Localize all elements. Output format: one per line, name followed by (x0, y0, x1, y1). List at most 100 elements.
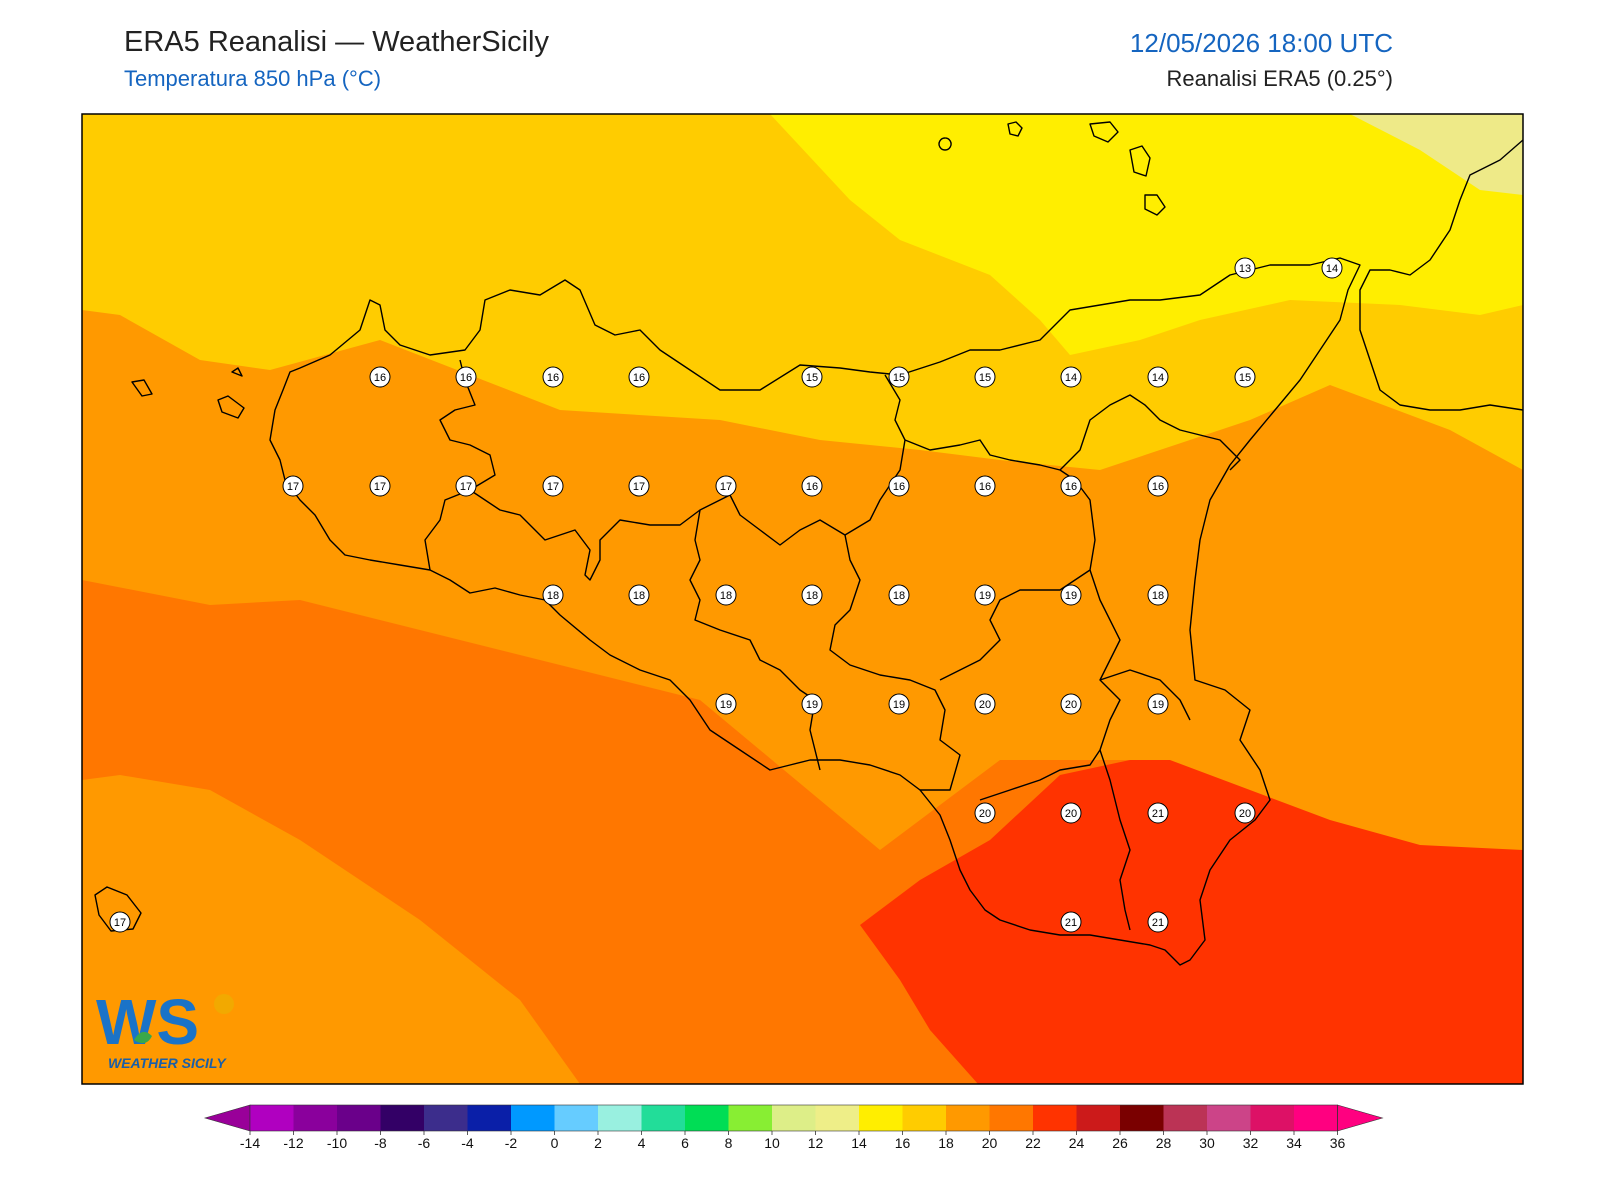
station-marker: 13 (1234, 257, 1256, 279)
station-circle (1147, 584, 1169, 606)
colorbar-segment (293, 1105, 338, 1131)
station-marker: 18 (715, 584, 737, 606)
station-marker: 18 (542, 584, 564, 606)
station-circle (282, 475, 304, 497)
province-border-trapani (424, 359, 496, 571)
station-marker: 21 (1147, 911, 1169, 933)
colorbar-segment (1033, 1105, 1077, 1131)
station-value: 18 (1152, 590, 1164, 602)
station-value: 20 (1239, 808, 1251, 820)
colorbar-segment (641, 1105, 686, 1131)
colorbar-tick-label: 12 (808, 1135, 824, 1151)
colorbar-tick-label: 0 (551, 1135, 559, 1151)
colorbar-tick-label: 36 (1330, 1135, 1346, 1151)
colorbar-tick-label: 34 (1286, 1135, 1302, 1151)
station-value: 19 (720, 699, 732, 711)
station-marker: 19 (888, 693, 910, 715)
station-value: 17 (114, 917, 126, 929)
station-value: 16 (633, 372, 645, 384)
station-value: 16 (806, 481, 818, 493)
station-marker: 14 (1321, 257, 1343, 279)
chart-title: ERA5 Reanalisi — WeatherSicily (124, 26, 549, 58)
station-circle (1060, 911, 1082, 933)
leaf-icon (134, 1031, 152, 1044)
colorbar-tick-label: 10 (764, 1135, 780, 1151)
province-border-caltanissetta (829, 534, 961, 791)
station-value: 16 (893, 481, 905, 493)
colorbar-segment (989, 1105, 1034, 1131)
station-marker: 16 (1060, 475, 1082, 497)
station-marker: 16 (801, 475, 823, 497)
station-value: 17 (547, 481, 559, 493)
station-marker: 19 (1147, 693, 1169, 715)
colorbar-tick-label: 30 (1199, 1135, 1215, 1151)
colorbar-over-arrow (1337, 1104, 1384, 1132)
station-marker: 20 (974, 802, 996, 824)
colorbar-segment (902, 1105, 947, 1131)
station-marker: 17 (628, 475, 650, 497)
colorbar-tick-label: -14 (240, 1135, 260, 1151)
colorbar-segment (424, 1105, 468, 1131)
station-value: 16 (374, 372, 386, 384)
station-circle (888, 584, 910, 606)
station-marker: 15 (801, 366, 823, 388)
colorbar-segment (1207, 1105, 1251, 1131)
station-value: 19 (1065, 590, 1077, 602)
station-value: 19 (1152, 699, 1164, 711)
colorbar-segment (815, 1105, 860, 1131)
calabria-coast (1359, 139, 1523, 411)
colorbar-tick-label: 20 (982, 1135, 998, 1151)
station-circle (974, 693, 996, 715)
chart-subtitle: Temperatura 850 hPa (°C) (124, 66, 382, 91)
colorbar-tick-label: -4 (461, 1135, 474, 1151)
station-circle (715, 693, 737, 715)
station-value: 15 (806, 372, 818, 384)
station-marker: 15 (974, 366, 996, 388)
station-marker: 16 (1147, 475, 1169, 497)
colorbar-tick-label: 22 (1025, 1135, 1041, 1151)
station-circle (801, 475, 823, 497)
station-value: 18 (893, 590, 905, 602)
station-value: 13 (1239, 263, 1251, 275)
station-value: 21 (1152, 808, 1164, 820)
colorbar-segment (728, 1105, 773, 1131)
station-marker: 15 (888, 366, 910, 388)
pantelleria (94, 886, 142, 932)
station-marker: 16 (542, 366, 564, 388)
province-border-siracusa (1099, 669, 1191, 931)
colorbar-tick-label: -10 (327, 1135, 347, 1151)
station-circle (1060, 584, 1082, 606)
colorbar-segment (859, 1105, 903, 1131)
station-value: 20 (979, 808, 991, 820)
sun-icon (214, 994, 234, 1014)
colorbar-under-arrow (203, 1104, 251, 1132)
colorbar-segment (511, 1105, 555, 1131)
colorbar-tick-label: 26 (1112, 1135, 1128, 1151)
station-value: 16 (1152, 481, 1164, 493)
station-value: 19 (893, 699, 905, 711)
station-circle (1234, 257, 1256, 279)
station-value: 16 (460, 372, 472, 384)
band-10-12 (1350, 114, 1523, 195)
station-circle (1060, 475, 1082, 497)
province-border-enna (904, 439, 1096, 681)
band-20-22 (860, 760, 1523, 1084)
station-marker: 21 (1060, 911, 1082, 933)
logo-name: WEATHER SICILY (108, 1055, 227, 1071)
colorbar-segment (1163, 1105, 1208, 1131)
station-circle (1147, 366, 1169, 388)
station-value: 16 (547, 372, 559, 384)
station-marker: 16 (369, 366, 391, 388)
station-marker: 18 (628, 584, 650, 606)
station-circle (801, 693, 823, 715)
colorbar-tick-label: -8 (374, 1135, 387, 1151)
station-value: 19 (806, 699, 818, 711)
station-circle (455, 475, 477, 497)
station-circle (1147, 693, 1169, 715)
band-16-18-sw (82, 775, 580, 1084)
station-circle (628, 475, 650, 497)
aeolian-islands (938, 121, 1166, 216)
station-value: 21 (1152, 917, 1164, 929)
station-circle (888, 693, 910, 715)
colorbar-segment (772, 1105, 816, 1131)
